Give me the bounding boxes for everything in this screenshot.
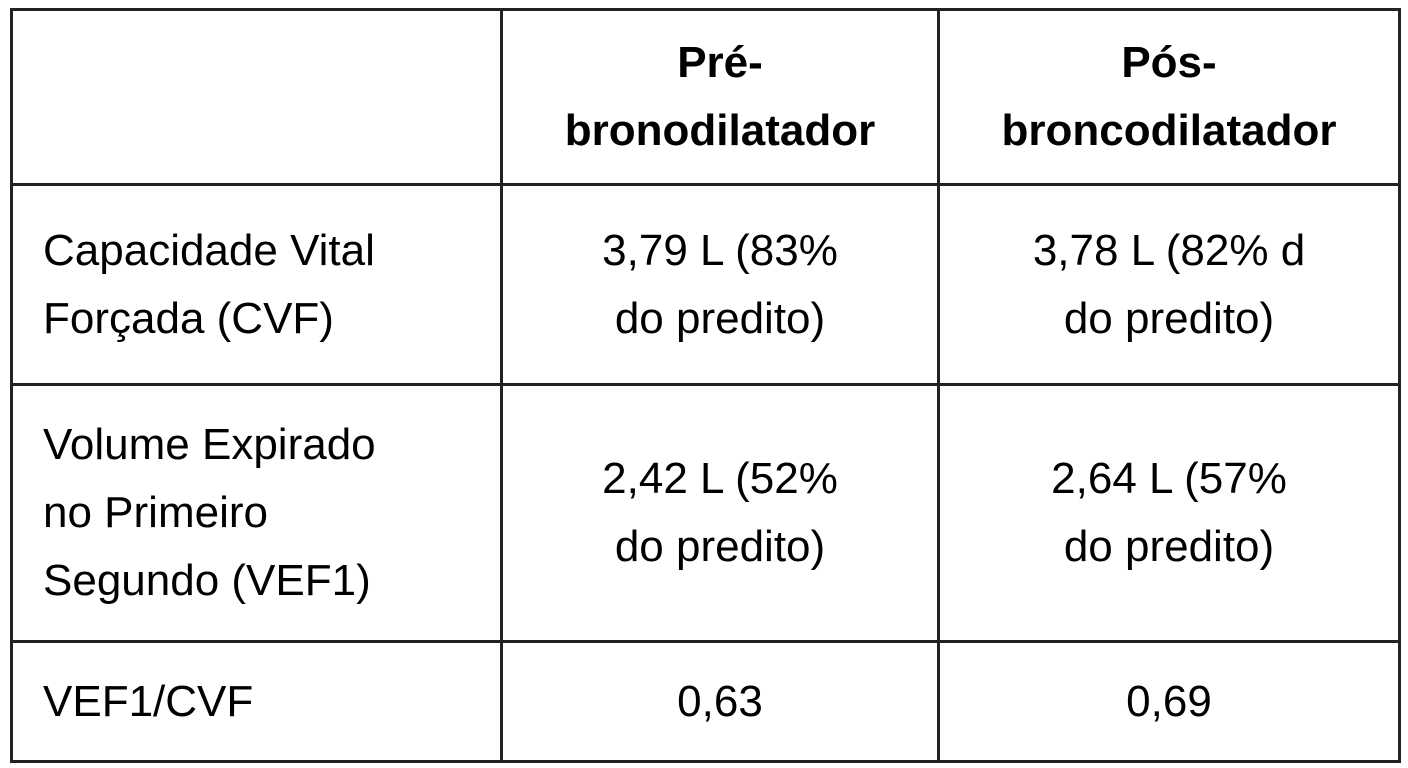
value-cell: Pós-broncodilatador	[937, 8, 1401, 186]
value-cell: 2,64 L (57% do predito)	[937, 383, 1401, 643]
cell-line: 3,78 L (82% d	[1032, 225, 1306, 275]
cell-line: do predito)	[1063, 293, 1275, 343]
row-label-cell: VEF1/CVF	[10, 640, 503, 763]
cell-line: 0,69	[1126, 676, 1212, 726]
cell-line: Forçada (CVF)	[43, 293, 334, 343]
cell-line: 3,79 L (83%	[602, 225, 838, 275]
table-row: Capacidade Vital Forçada (CVF) 3,79 L (83%…	[10, 183, 1401, 386]
cell-line: no Primeiro	[43, 488, 268, 537]
cell-line: Segundo (VEF1)	[43, 556, 371, 605]
cell-line: broncodilatador	[1001, 106, 1337, 155]
cell-line: Capacidade Vital	[43, 225, 375, 275]
row-label-cell	[10, 8, 503, 186]
value-cell: 0,63	[500, 640, 940, 763]
table-body: Pré-bronodilatador Pós-broncodilatador Cap…	[10, 8, 1401, 763]
value-cell: 3,78 L (82% d do predito)	[937, 183, 1401, 386]
row-label-cell: Capacidade Vital Forçada (CVF)	[10, 183, 503, 386]
value-cell: 0,69	[937, 640, 1401, 763]
cell-line: Pós-	[1121, 38, 1217, 87]
cell-line: do predito)	[614, 293, 826, 343]
header-row: Pré-bronodilatador Pós-broncodilatador	[10, 8, 1401, 186]
value-cell: 3,79 L (83% do predito)	[500, 183, 940, 386]
cell-line: Pré-	[677, 38, 763, 87]
row-label-cell: Volume Expirado no Primeiro Segundo (VEF1)	[10, 383, 503, 643]
spirometry-table: Pré-bronodilatador Pós-broncodilatador Cap…	[10, 8, 1401, 763]
cell-line: 2,64 L (57%	[1051, 454, 1287, 503]
table-row: Volume Expirado no Primeiro Segundo (VEF1)…	[10, 383, 1401, 643]
table-row: VEF1/CVF 0,63 0,69	[10, 640, 1401, 763]
cell-line: VEF1/CVF	[43, 676, 254, 726]
value-cell: Pré-bronodilatador	[500, 8, 940, 186]
cell-line: 0,63	[677, 676, 763, 726]
cell-line: bronodilatador	[564, 106, 876, 155]
cell-line: do predito)	[614, 522, 826, 571]
cell-line: do predito)	[1063, 522, 1275, 571]
cell-line: Volume Expirado	[43, 420, 376, 469]
value-cell: 2,42 L (52% do predito)	[500, 383, 940, 643]
cell-line: 2,42 L (52%	[602, 454, 838, 503]
